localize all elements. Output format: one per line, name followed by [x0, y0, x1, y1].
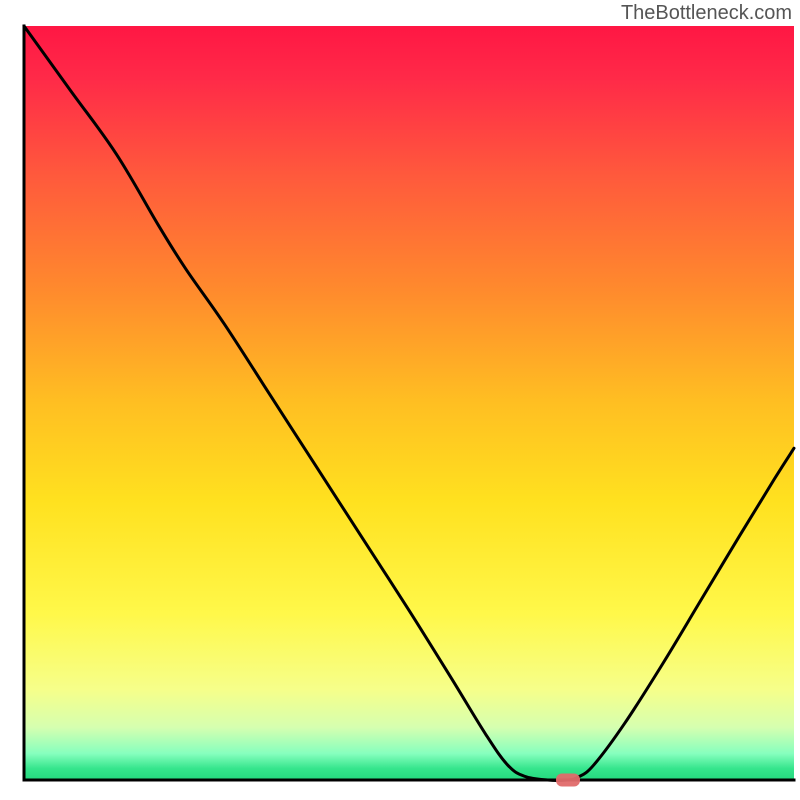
bottleneck-curve: [0, 0, 800, 800]
chart-stage: TheBottleneck.com: [0, 0, 800, 800]
bottleneck-chart: [0, 0, 800, 800]
optimal-point-marker: [556, 774, 580, 787]
